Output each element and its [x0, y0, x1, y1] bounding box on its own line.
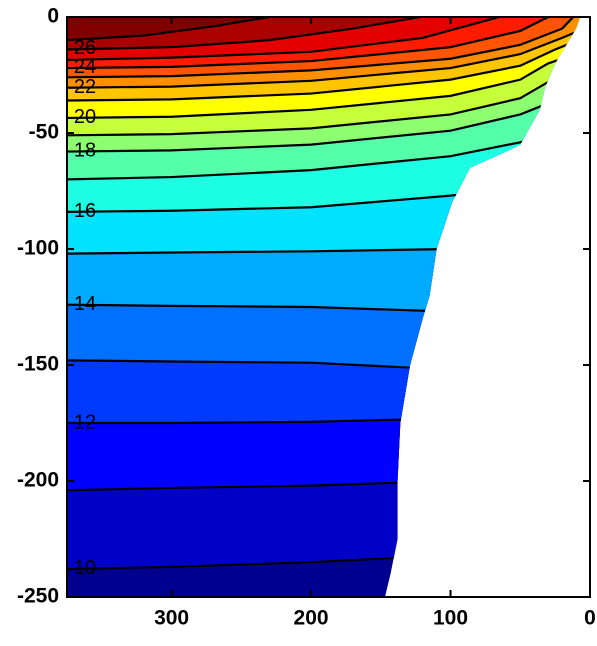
y-tick-label: -200 — [17, 469, 59, 492]
contour-label: 14 — [74, 293, 96, 315]
x-tick-label: 0 — [584, 607, 596, 630]
contour-label: 10 — [74, 557, 96, 579]
contour-line — [67, 25, 581, 89]
contour-line — [67, 17, 421, 51]
y-tick-label: -250 — [17, 585, 59, 608]
contour-line — [67, 17, 549, 70]
x-tick-label: 300 — [154, 607, 189, 630]
contour-label: 22 — [74, 76, 96, 98]
contour-label: 12 — [74, 411, 96, 433]
y-tick-label: -150 — [17, 353, 59, 376]
plot-frame — [66, 16, 591, 598]
contour-line — [67, 34, 581, 102]
contour-label: 26 — [74, 37, 96, 59]
contour-label: 24 — [74, 56, 96, 78]
contour-label: 16 — [74, 200, 96, 222]
contour-line — [67, 17, 575, 79]
y-tick-label: 0 — [47, 5, 59, 28]
y-tick-label: -50 — [29, 121, 59, 144]
y-tick-label: -100 — [17, 237, 59, 260]
contour-band — [67, 17, 581, 41]
contour-label: 20 — [74, 106, 96, 128]
contour-label: 18 — [74, 140, 96, 162]
x-tick-label: 200 — [294, 607, 329, 630]
contour-line — [67, 17, 270, 42]
contour-line — [67, 85, 581, 153]
contour-line — [67, 17, 500, 62]
contour-line — [67, 48, 581, 120]
x-tick-label: 100 — [433, 607, 468, 630]
